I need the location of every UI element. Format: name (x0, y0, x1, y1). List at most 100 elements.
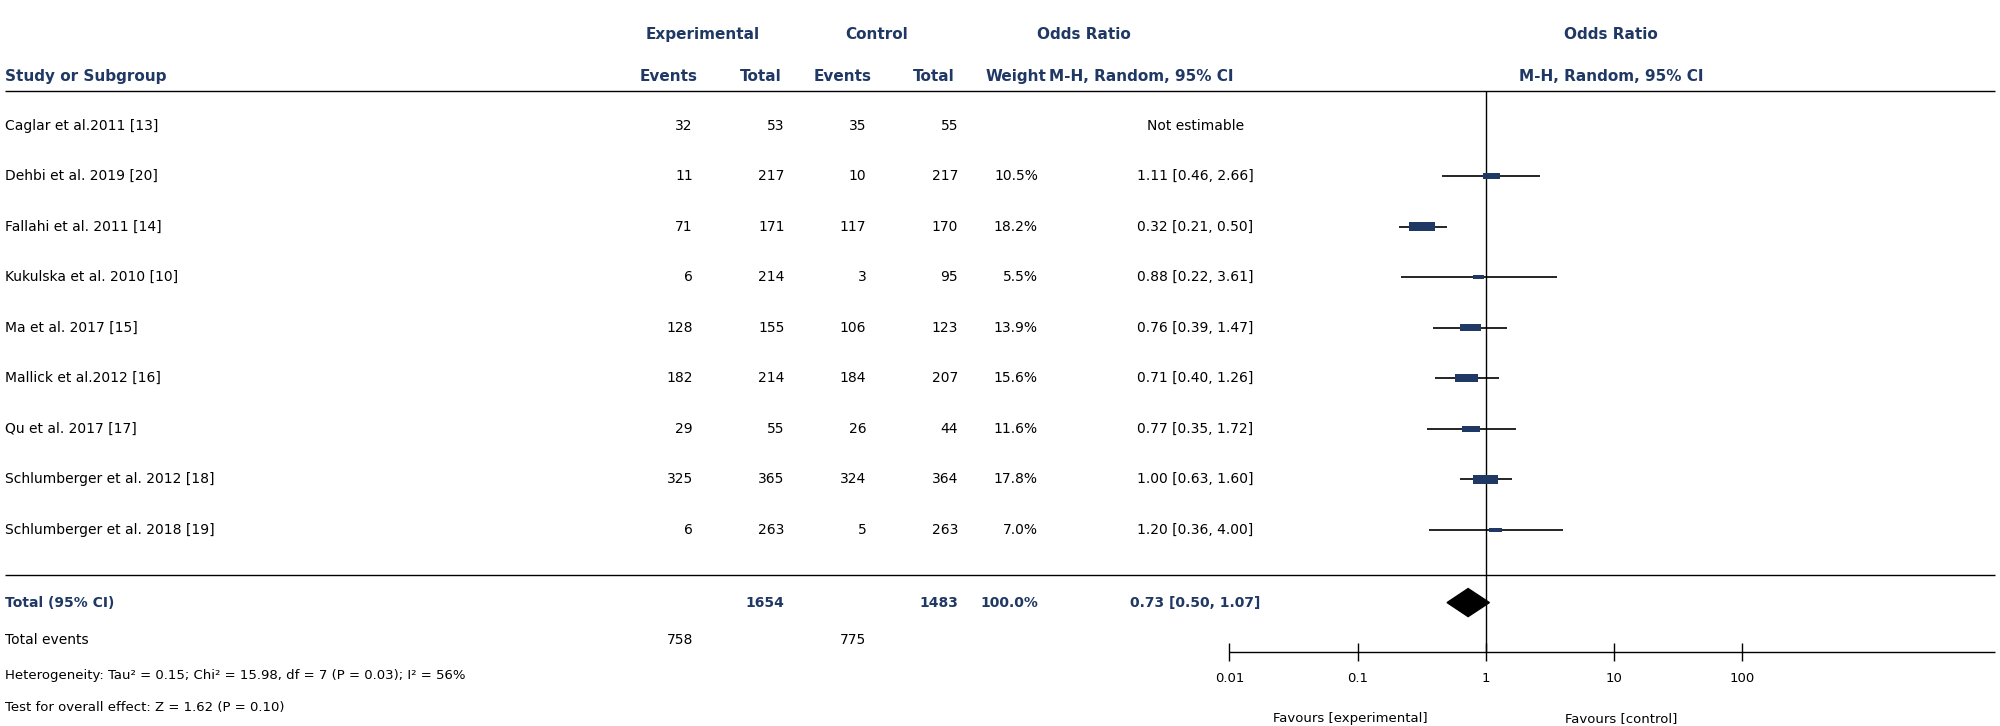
Text: 44: 44 (940, 422, 958, 436)
Text: 26: 26 (848, 422, 866, 436)
Text: Caglar et al.2011 [13]: Caglar et al.2011 [13] (4, 118, 158, 133)
Text: 71: 71 (676, 220, 692, 234)
Text: 758: 758 (666, 634, 692, 648)
Text: Mallick et al.2012 [16]: Mallick et al.2012 [16] (4, 371, 160, 386)
Text: Schlumberger et al. 2018 [19]: Schlumberger et al. 2018 [19] (4, 523, 214, 537)
Text: 106: 106 (840, 321, 866, 335)
Text: Total (95% CI): Total (95% CI) (4, 595, 114, 610)
Text: 325: 325 (666, 473, 692, 486)
Text: 55: 55 (940, 118, 958, 133)
Text: 1654: 1654 (746, 595, 784, 610)
Text: 0.32 [0.21, 0.50]: 0.32 [0.21, 0.50] (1138, 220, 1254, 234)
Text: 123: 123 (932, 321, 958, 335)
Text: 324: 324 (840, 473, 866, 486)
Text: 55: 55 (768, 422, 784, 436)
Polygon shape (1448, 589, 1490, 616)
Text: 100: 100 (1730, 672, 1754, 685)
Text: Total: Total (914, 69, 956, 84)
Text: 365: 365 (758, 473, 784, 486)
Text: Favours [experimental]: Favours [experimental] (1272, 711, 1428, 725)
Text: 11.6%: 11.6% (994, 422, 1038, 436)
Bar (1482, 173, 1500, 179)
Text: 214: 214 (758, 270, 784, 284)
Text: M-H, Random, 95% CI: M-H, Random, 95% CI (1520, 69, 1704, 84)
Text: 32: 32 (676, 118, 692, 133)
Text: 95: 95 (940, 270, 958, 284)
Text: 184: 184 (840, 371, 866, 386)
Text: 35: 35 (848, 118, 866, 133)
Text: Odds Ratio: Odds Ratio (1564, 27, 1658, 42)
Text: 5: 5 (858, 523, 866, 537)
Text: Heterogeneity: Tau² = 0.15; Chi² = 15.98, df = 7 (P = 0.03); I² = 56%: Heterogeneity: Tau² = 0.15; Chi² = 15.98… (4, 669, 466, 682)
Text: Control: Control (844, 27, 908, 42)
Text: 182: 182 (666, 371, 692, 386)
Text: 10: 10 (848, 169, 866, 183)
Text: 0.01: 0.01 (1214, 672, 1244, 685)
Text: 1483: 1483 (920, 595, 958, 610)
Bar (1460, 324, 1480, 331)
Text: 0.77 [0.35, 1.72]: 0.77 [0.35, 1.72] (1138, 422, 1254, 436)
Text: 128: 128 (666, 321, 692, 335)
Text: 171: 171 (758, 220, 784, 234)
Text: 5.5%: 5.5% (1002, 270, 1038, 284)
Text: Fallahi et al. 2011 [14]: Fallahi et al. 2011 [14] (4, 220, 162, 234)
Text: Weight: Weight (986, 69, 1046, 84)
Text: 53: 53 (768, 118, 784, 133)
Text: Study or Subgroup: Study or Subgroup (4, 69, 166, 84)
Text: 1.11 [0.46, 2.66]: 1.11 [0.46, 2.66] (1138, 169, 1254, 183)
Text: 263: 263 (932, 523, 958, 537)
Text: 3: 3 (858, 270, 866, 284)
Text: 18.2%: 18.2% (994, 220, 1038, 234)
Text: Odds Ratio: Odds Ratio (1036, 27, 1130, 42)
Text: 0.76 [0.39, 1.47]: 0.76 [0.39, 1.47] (1138, 321, 1254, 335)
Text: 10: 10 (1606, 672, 1622, 685)
Text: 0.88 [0.22, 3.61]: 0.88 [0.22, 3.61] (1138, 270, 1254, 284)
Text: 100.0%: 100.0% (980, 595, 1038, 610)
Text: 0.73 [0.50, 1.07]: 0.73 [0.50, 1.07] (1130, 595, 1260, 610)
Bar (1474, 475, 1498, 484)
Text: Not estimable: Not estimable (1146, 118, 1244, 133)
Text: Total events: Total events (4, 634, 88, 648)
Bar (1456, 375, 1478, 383)
Bar (1472, 275, 1484, 280)
Text: 6: 6 (684, 523, 692, 537)
Text: 29: 29 (676, 422, 692, 436)
Text: 207: 207 (932, 371, 958, 386)
Text: 117: 117 (840, 220, 866, 234)
Bar (1462, 425, 1480, 432)
Text: Events: Events (640, 69, 698, 84)
Text: M-H, Random, 95% CI: M-H, Random, 95% CI (1050, 69, 1234, 84)
Text: 6: 6 (684, 270, 692, 284)
Text: Favours [control]: Favours [control] (1566, 711, 1678, 725)
Text: Dehbi et al. 2019 [20]: Dehbi et al. 2019 [20] (4, 169, 158, 183)
Text: 15.6%: 15.6% (994, 371, 1038, 386)
Text: 155: 155 (758, 321, 784, 335)
Text: 170: 170 (932, 220, 958, 234)
Text: 11: 11 (676, 169, 692, 183)
Text: 0.71 [0.40, 1.26]: 0.71 [0.40, 1.26] (1138, 371, 1254, 386)
Text: 1.00 [0.63, 1.60]: 1.00 [0.63, 1.60] (1138, 473, 1254, 486)
Text: 13.9%: 13.9% (994, 321, 1038, 335)
Text: 10.5%: 10.5% (994, 169, 1038, 183)
Text: 217: 217 (758, 169, 784, 183)
Bar (1490, 528, 1502, 532)
Text: 263: 263 (758, 523, 784, 537)
Text: 7.0%: 7.0% (1002, 523, 1038, 537)
Text: Ma et al. 2017 [15]: Ma et al. 2017 [15] (4, 321, 138, 335)
Text: 1.20 [0.36, 4.00]: 1.20 [0.36, 4.00] (1138, 523, 1254, 537)
Text: Qu et al. 2017 [17]: Qu et al. 2017 [17] (4, 422, 136, 436)
Text: 364: 364 (932, 473, 958, 486)
Text: 1: 1 (1482, 672, 1490, 685)
Text: 214: 214 (758, 371, 784, 386)
Text: Test for overall effect: Z = 1.62 (P = 0.10): Test for overall effect: Z = 1.62 (P = 0… (4, 701, 284, 714)
Text: 217: 217 (932, 169, 958, 183)
Text: Kukulska et al. 2010 [10]: Kukulska et al. 2010 [10] (4, 270, 178, 284)
Text: 0.1: 0.1 (1348, 672, 1368, 685)
Text: Schlumberger et al. 2012 [18]: Schlumberger et al. 2012 [18] (4, 473, 214, 486)
Text: Total: Total (740, 69, 782, 84)
Bar (1410, 222, 1436, 231)
Text: 17.8%: 17.8% (994, 473, 1038, 486)
Text: Experimental: Experimental (646, 27, 760, 42)
Text: 775: 775 (840, 634, 866, 648)
Text: Events: Events (814, 69, 872, 84)
